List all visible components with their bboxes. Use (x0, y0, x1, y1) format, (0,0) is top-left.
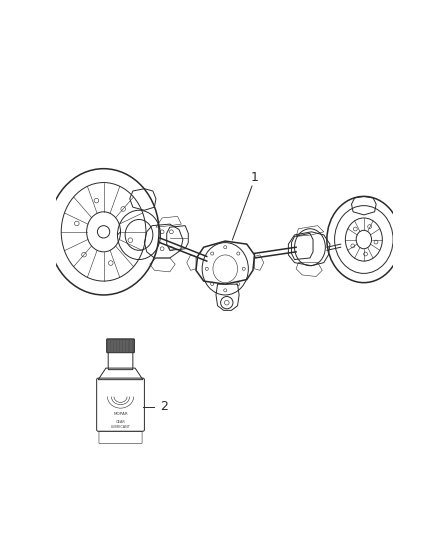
FancyBboxPatch shape (107, 339, 134, 353)
Text: 2: 2 (160, 400, 168, 413)
Text: MOPAR: MOPAR (113, 411, 128, 416)
Text: GEAR
LUBRICANT: GEAR LUBRICANT (110, 420, 131, 429)
Text: 1: 1 (251, 172, 258, 184)
